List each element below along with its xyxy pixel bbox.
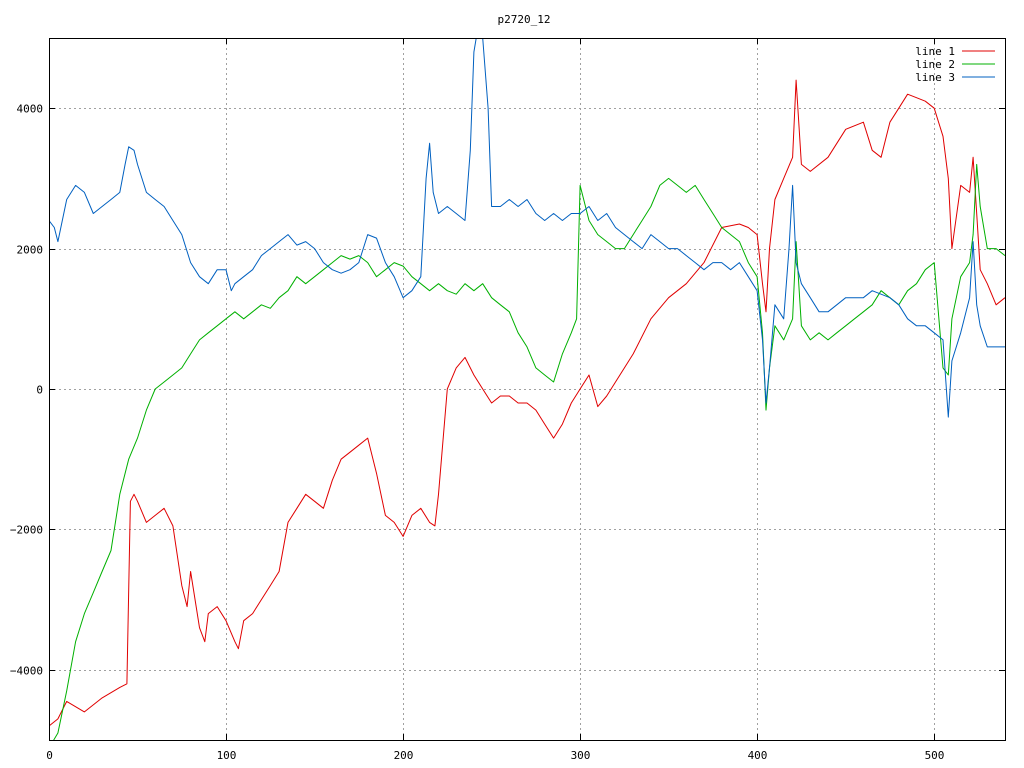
y-tick-label: 0: [36, 384, 43, 397]
plot-frame: [49, 38, 1006, 741]
y-tick-label: −4000: [10, 665, 43, 678]
x-tick-label: 300: [571, 749, 591, 762]
y-tick-label: 2000: [17, 244, 44, 257]
axis-ticks: [49, 38, 1005, 740]
x-tick-label: 0: [46, 749, 53, 762]
x-tick-label: 100: [217, 749, 237, 762]
series-line-2: [53, 163, 1005, 740]
grid: [49, 38, 1005, 740]
legend-label-3: line 3: [915, 71, 955, 84]
x-tick-label: 200: [394, 749, 414, 762]
x-tick-label: 400: [748, 749, 768, 762]
y-tick-label: −2000: [10, 524, 43, 537]
legend-label-2: line 2: [915, 58, 955, 71]
tick-labels: 0 100 200 300 400 500 −4000 −2000 0 2000 4000: [10, 103, 945, 763]
series-layer: [49, 38, 1005, 740]
series-line-3: [49, 38, 1005, 418]
legend-label-1: line 1: [915, 45, 955, 58]
series-line-1: [49, 79, 1005, 727]
chart-title: p2720_12: [498, 13, 551, 26]
x-tick-label: 500: [925, 749, 945, 762]
y-tick-label: 4000: [17, 103, 44, 116]
